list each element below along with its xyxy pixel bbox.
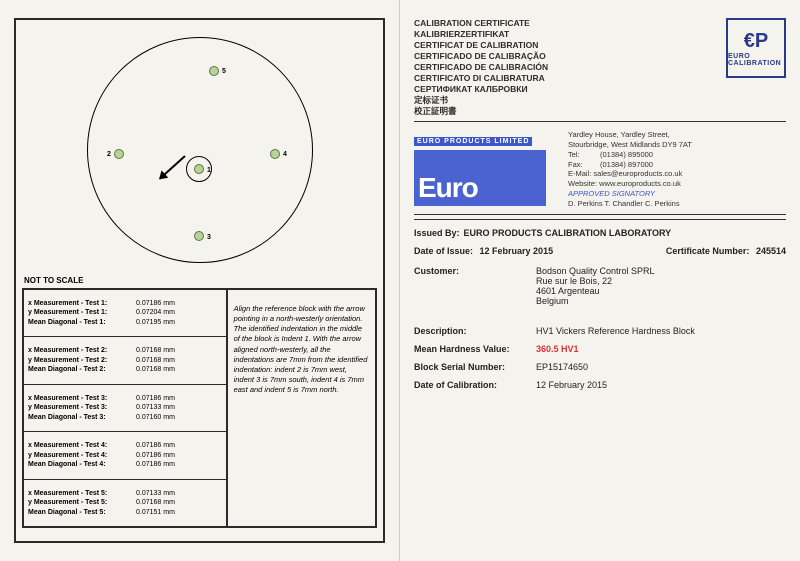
- euro-logo-block: EURO PRODUCTS LIMITED Euro: [414, 130, 560, 208]
- indent-dot-2: [114, 149, 124, 159]
- serial-line: Block Serial Number: EP15174650: [414, 362, 786, 372]
- test-block-2: x Measurement - Test 2:0.07168 mmy Measu…: [24, 337, 226, 384]
- fax: Fax:(01384) 897000: [568, 160, 786, 170]
- indent-dot-5: [209, 66, 219, 76]
- serial-value: EP15174650: [536, 362, 786, 372]
- cert-title-5: CERTIFICATO DI CALIBRATURA: [414, 73, 548, 84]
- tests-column: x Measurement - Test 1:0.07186 mmy Measu…: [24, 290, 228, 526]
- certificate-body: Issued By: EURO PRODUCTS CALIBRATION LAB…: [414, 219, 786, 390]
- cert-title-4: CERTIFICADO DE CALIBRACIÓN: [414, 62, 548, 73]
- measurements-panel: x Measurement - Test 1:0.07186 mmy Measu…: [22, 288, 377, 528]
- indent-label-3: 3: [207, 234, 211, 241]
- certificate-titles: CALIBRATION CERTIFICATEKALIBRIERZERTIFIK…: [414, 18, 548, 117]
- test-block-5: x Measurement - Test 5:0.07133 mmy Measu…: [24, 480, 226, 526]
- left-frame: 12345 NOT TO SCALE x Measurement - Test …: [14, 18, 385, 543]
- euro-calibration-logo: €P EURO CALIBRATION: [726, 18, 786, 78]
- cal-date-label: Date of Calibration:: [414, 380, 536, 390]
- mean-hardness-line: Mean Hardness Value: 360.5 HV1: [414, 344, 786, 354]
- test-block-3: x Measurement - Test 3:0.07186 mmy Measu…: [24, 385, 226, 432]
- issued-by-label: Issued By:: [414, 228, 460, 238]
- mean-hardness-value: 360.5 HV1: [536, 344, 786, 354]
- cert-title-7: 定标证书: [414, 95, 548, 106]
- cert-title-3: CERTIFICADO DE CALIBRAÇÃO: [414, 51, 548, 62]
- indent-dot-3: [194, 231, 204, 241]
- cert-title-1: KALIBRIERZERTIFIKAT: [414, 29, 548, 40]
- cert-title-0: CALIBRATION CERTIFICATE: [414, 18, 548, 29]
- customer-line-0: Bodson Quality Control SPRL: [536, 266, 786, 276]
- right-page: CALIBRATION CERTIFICATEKALIBRIERZERTIFIK…: [400, 0, 800, 561]
- addr1: Yardley House, Yardley Street,: [568, 130, 786, 140]
- description-line: Description: HV1 Vickers Reference Hardn…: [414, 326, 786, 336]
- cert-title-6: СЕРТИФИКАТ КАЛБРОВКИ: [414, 84, 548, 95]
- cal-date-line: Date of Calibration: 12 February 2015: [414, 380, 786, 390]
- euro-blue-logo: Euro: [414, 150, 546, 206]
- approved-signatory-label: APPROVED SIGNATORY: [568, 189, 786, 199]
- issued-by-line: Issued By: EURO PRODUCTS CALIBRATION LAB…: [414, 228, 786, 238]
- indent-label-5: 5: [222, 68, 226, 75]
- customer-line-2: 4601 Argenteau: [536, 286, 786, 296]
- date-of-issue: Date of Issue: 12 February 2015: [414, 246, 553, 256]
- issued-by-value: EURO PRODUCTS CALIBRATION LABORATORY: [464, 228, 672, 238]
- website: Website: www.europroducts.co.uk: [568, 179, 786, 189]
- certificate-number: Certificate Number: 245514: [666, 246, 786, 256]
- company-details: Yardley House, Yardley Street, Stourbrid…: [560, 130, 786, 208]
- company-strip: EURO PRODUCTS LIMITED: [414, 137, 532, 146]
- customer-value: Bodson Quality Control SPRLRue sur le Bo…: [536, 266, 786, 306]
- test-block-4: x Measurement - Test 4:0.07186 mmy Measu…: [24, 432, 226, 479]
- cert-title-2: CERTIFICAT DE CALIBRATION: [414, 40, 548, 51]
- left-page: 12345 NOT TO SCALE x Measurement - Test …: [0, 0, 400, 561]
- issue-row: Date of Issue: 12 February 2015 Certific…: [414, 246, 786, 256]
- logo-text: €P: [744, 30, 768, 53]
- customer-line: Customer: Bodson Quality Control SPRLRue…: [414, 266, 786, 306]
- indent-label-2: 2: [107, 151, 111, 158]
- certificate-header: CALIBRATION CERTIFICATEKALIBRIERZERTIFIK…: [414, 18, 786, 122]
- cal-date-value: 12 February 2015: [536, 380, 786, 390]
- indent-dot-4: [270, 149, 280, 159]
- tel: Tel:(01384) 895000: [568, 150, 786, 160]
- instructions-text: Align the reference block with the arrow…: [228, 290, 375, 526]
- serial-label: Block Serial Number:: [414, 362, 536, 372]
- email: E-Mail: sales@europroducts.co.uk: [568, 169, 786, 179]
- logo-subtext: EURO CALIBRATION: [728, 53, 784, 67]
- mean-hardness-label: Mean Hardness Value:: [414, 344, 536, 354]
- test-block-1: x Measurement - Test 1:0.07186 mmy Measu…: [24, 290, 226, 337]
- addr2: Stourbridge, West Midlands DY9 7AT: [568, 140, 786, 150]
- company-band: EURO PRODUCTS LIMITED Euro Yardley House…: [414, 126, 786, 215]
- euro-logo-text: Euro: [418, 172, 478, 204]
- not-to-scale-label: NOT TO SCALE: [24, 276, 377, 285]
- center-ring: [186, 156, 212, 182]
- signatories: D. Perkins T. Chandler C. Perkins: [568, 199, 786, 209]
- customer-label: Customer:: [414, 266, 536, 306]
- description-label: Description:: [414, 326, 536, 336]
- customer-line-1: Rue sur le Bois, 22: [536, 276, 786, 286]
- indent-diagram: 12345: [22, 26, 377, 274]
- customer-line-3: Belgium: [536, 296, 786, 306]
- cert-title-8: 校正証明書: [414, 106, 548, 117]
- indent-label-4: 4: [283, 151, 287, 158]
- description-value: HV1 Vickers Reference Hardness Block: [536, 326, 786, 336]
